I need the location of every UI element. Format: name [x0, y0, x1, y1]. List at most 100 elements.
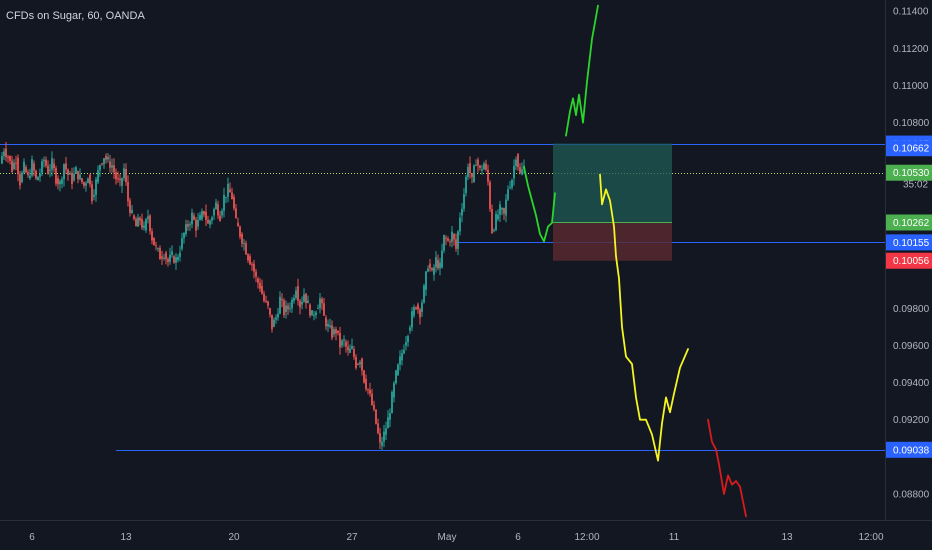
candle-body [211, 217, 213, 221]
candle-body [469, 163, 471, 174]
candle-body [85, 183, 87, 186]
candle-body [29, 175, 31, 179]
candle-body [139, 217, 141, 221]
candle-body [189, 224, 191, 226]
candle-body [15, 162, 17, 164]
candle-body [399, 356, 401, 365]
candle-body [219, 215, 221, 221]
forecast-path-red [707, 418, 747, 518]
price-tag [886, 140, 932, 157]
candle-body [481, 169, 483, 171]
candle-body [27, 172, 29, 176]
candle-body [505, 199, 507, 216]
candle-body [267, 301, 269, 306]
candle-body [507, 189, 509, 200]
candle-body [371, 393, 373, 405]
candle-body [21, 172, 23, 182]
candle-body [445, 237, 447, 239]
candle-body [177, 256, 179, 260]
candle-body [451, 231, 453, 242]
candle-body [487, 169, 489, 182]
candle-body [491, 209, 493, 233]
candle-body [141, 219, 143, 228]
candle-body [369, 390, 371, 394]
candle-body [83, 182, 85, 186]
candle-body [273, 319, 275, 327]
candle-body [307, 300, 309, 304]
candle-body [89, 174, 91, 185]
candle-body [471, 173, 473, 178]
candle-body [355, 356, 357, 368]
time-axis[interactable]: 6 13 20 27 May 6 12:00 11 13 12:00 [29, 532, 884, 543]
candle-body [265, 300, 267, 302]
candle-body [275, 317, 277, 320]
position-box-layer [553, 143, 672, 261]
candle-body [391, 392, 393, 414]
countdown-label: 35:02 [903, 179, 928, 190]
candle-body [293, 297, 295, 301]
price-tag-label: 0.10262 [893, 218, 930, 229]
candle-body [13, 162, 15, 169]
candle-body [5, 148, 7, 157]
time-tick-label: 6 [515, 532, 521, 543]
candle-body [381, 441, 383, 446]
candle-body [129, 200, 131, 213]
candle-body [447, 238, 449, 241]
candle-body [379, 433, 381, 443]
candle-body [323, 303, 325, 316]
candle-body [125, 169, 127, 182]
candle-body [65, 163, 67, 170]
candle-body [329, 325, 331, 327]
candle-body [191, 212, 193, 225]
candle-body [43, 159, 45, 162]
candle-body [247, 254, 249, 261]
candle-body [175, 257, 177, 263]
candle-body [217, 204, 219, 216]
candle-body [11, 160, 13, 172]
time-tick-label: 12:00 [858, 532, 883, 543]
candle-body [185, 224, 187, 234]
price-tag-label: 0.09038 [893, 445, 930, 456]
candle-body [281, 299, 283, 301]
candle-body [33, 163, 35, 171]
candle-body [347, 346, 349, 351]
candle-body [351, 345, 353, 349]
candle-body [357, 364, 359, 365]
candle-body [279, 296, 281, 314]
candle-body [31, 159, 33, 176]
candle-body [243, 242, 245, 244]
candle-body [201, 211, 203, 220]
candle-body [263, 293, 265, 301]
candle-body [251, 264, 253, 266]
price-axis[interactable]: 0.11400 0.11200 0.11000 0.10800 0.09800 0.096… [893, 7, 930, 501]
candle-body [117, 178, 119, 180]
candle-body [197, 220, 199, 227]
candles-layer [1, 142, 525, 450]
candle-body [1, 156, 3, 164]
candle-body [477, 159, 479, 166]
candle-body [459, 217, 461, 232]
candle-body [421, 302, 423, 312]
candle-body [341, 340, 343, 346]
candle-body [179, 252, 181, 257]
candle-body [113, 165, 115, 173]
candle-body [259, 282, 261, 289]
candle-body [213, 209, 215, 216]
candle-body [299, 300, 301, 308]
candle-body [69, 172, 71, 175]
candle-body [309, 304, 311, 316]
price-tag [886, 252, 932, 269]
candle-body [241, 234, 243, 244]
candle-body [199, 215, 201, 221]
candle-body [145, 219, 147, 231]
price-tag [886, 214, 932, 231]
candle-body [389, 413, 391, 420]
candle-body [91, 184, 93, 202]
candle-body [311, 310, 313, 316]
candle-body [493, 229, 495, 231]
candle-body [383, 431, 385, 442]
time-tick-label: 12:00 [574, 532, 599, 543]
candle-body [123, 168, 125, 179]
time-tick-label: 13 [781, 532, 793, 543]
